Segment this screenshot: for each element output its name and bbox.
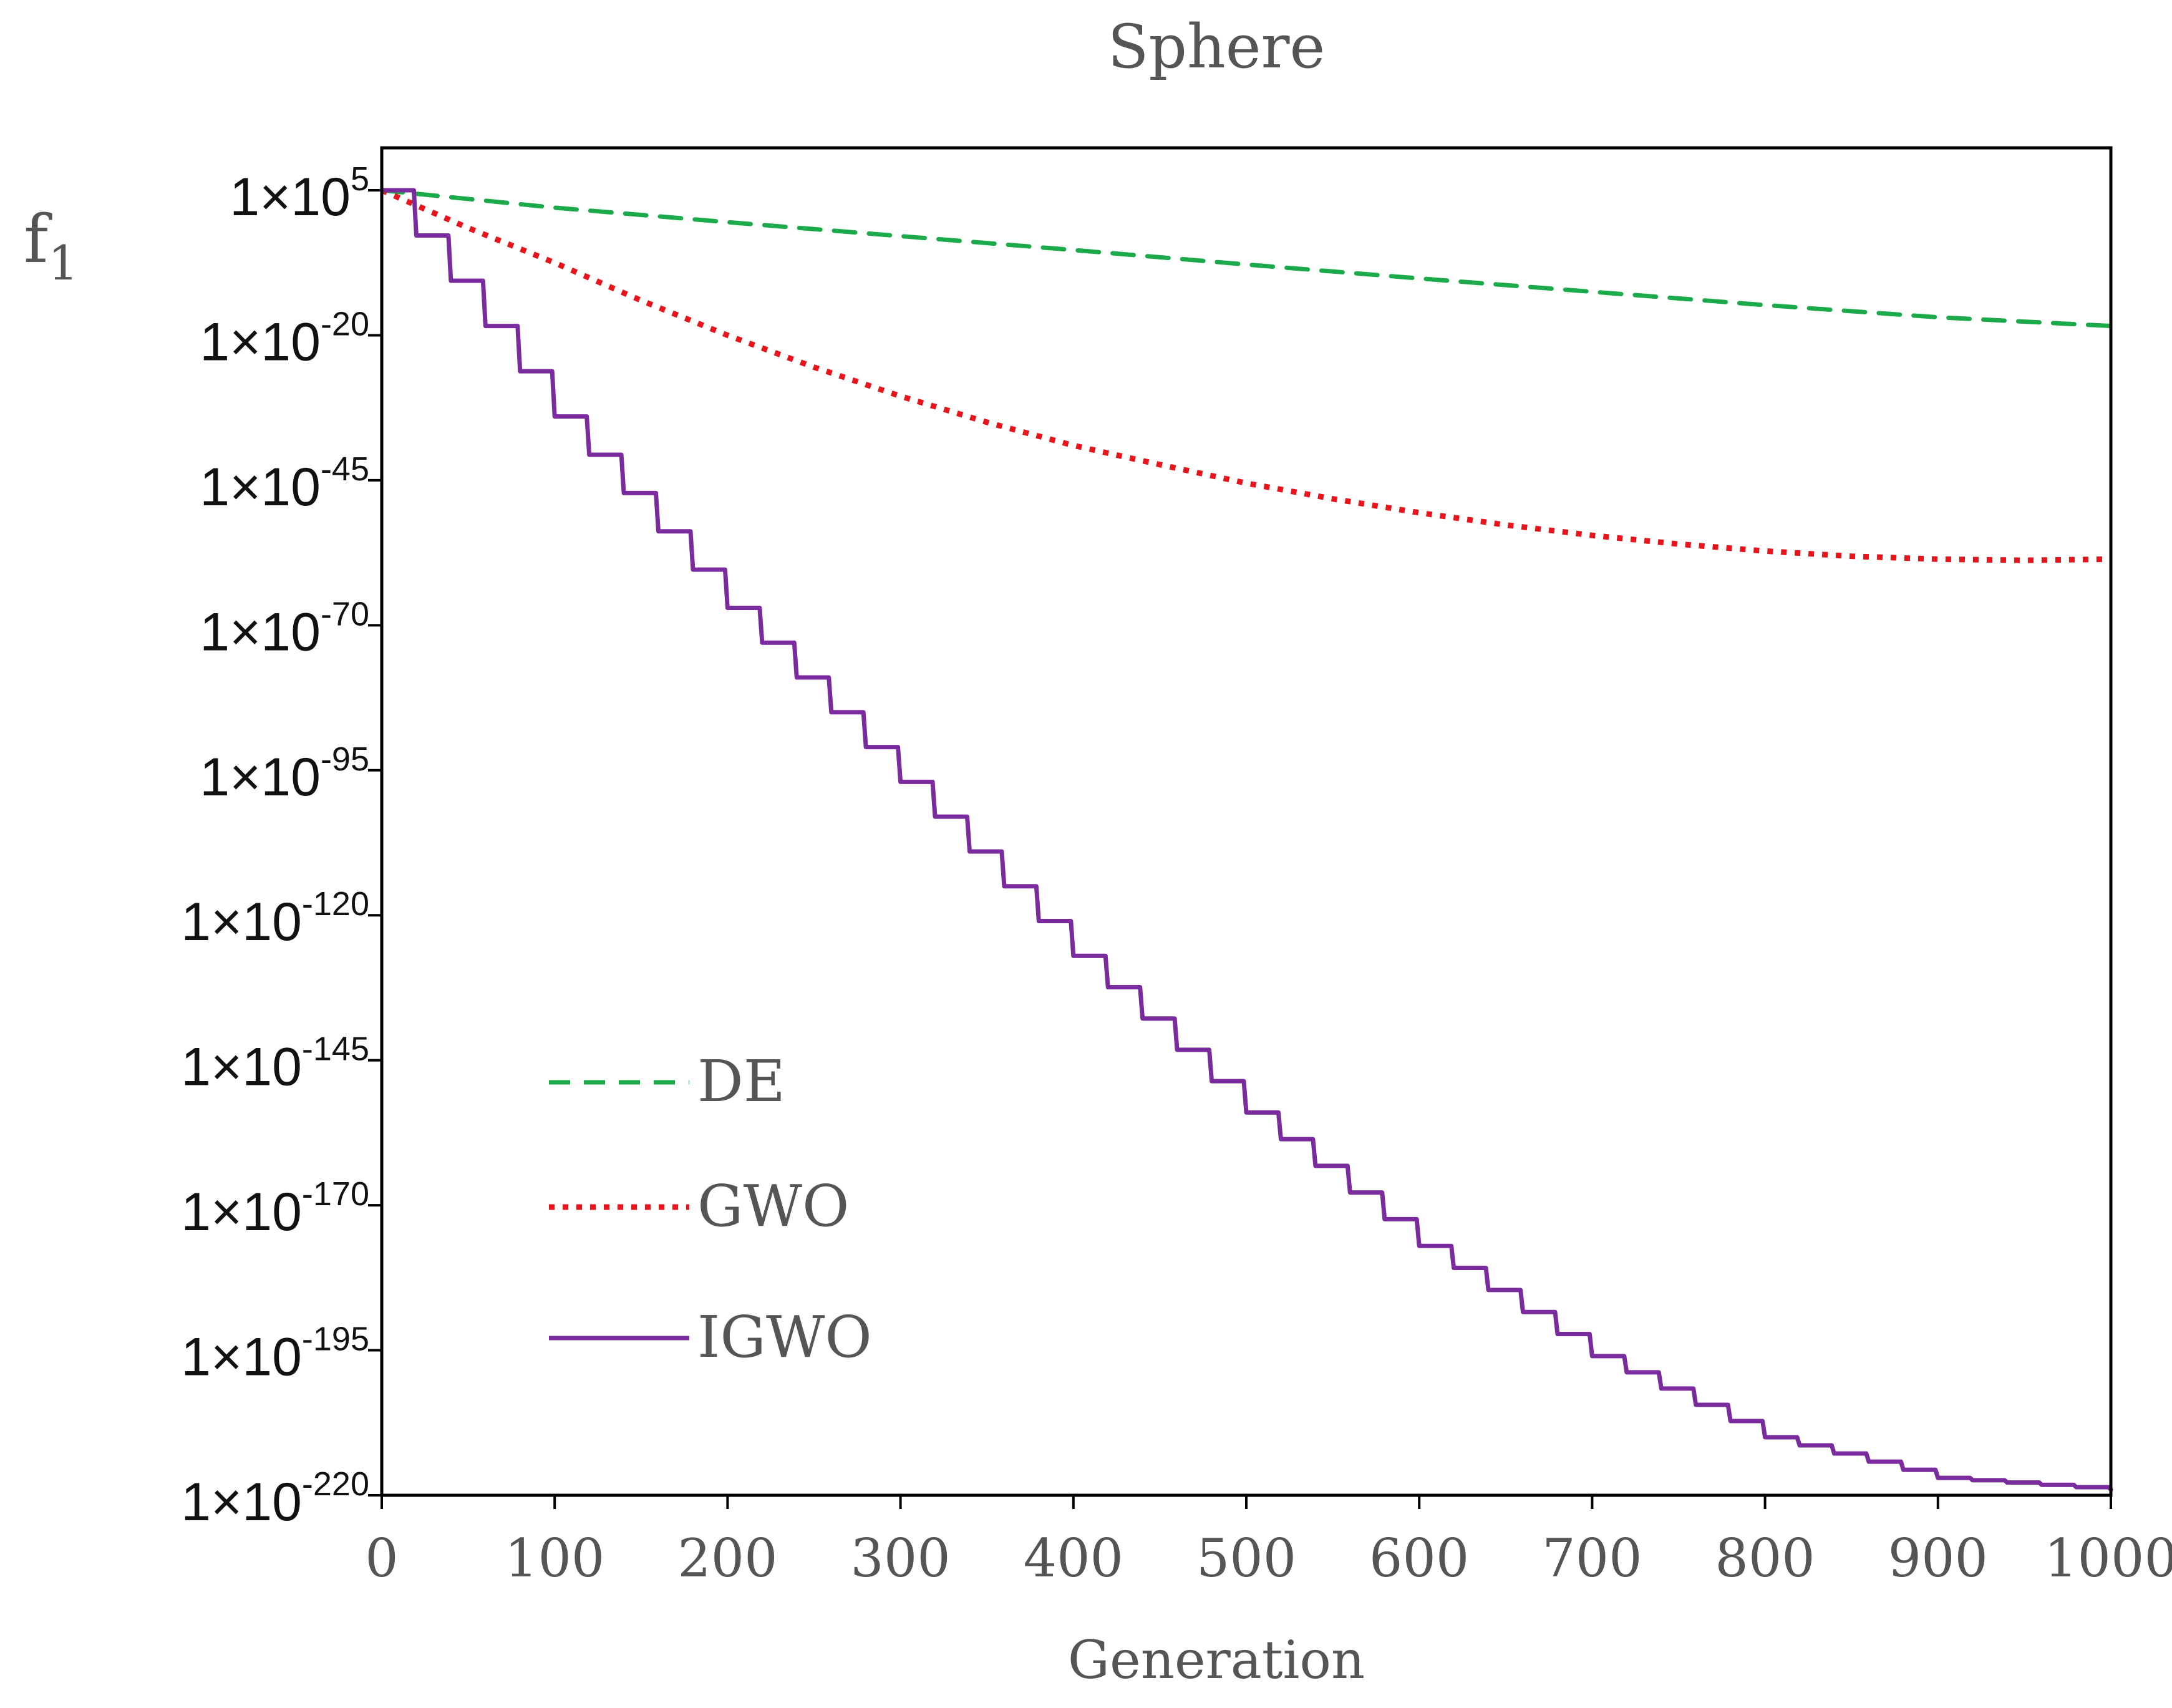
x-tick-label: 400 (1024, 1528, 1123, 1589)
x-tick-label: 900 (1888, 1528, 1988, 1589)
y-tick-mantissa: 1×10 (181, 1472, 302, 1532)
x-tick-label: 1000 (2044, 1528, 2172, 1589)
y-tick-power: -145 (302, 1031, 369, 1068)
series-line-igwo (379, 188, 2113, 1492)
y-tick-label: 1×10-220 (181, 1465, 369, 1532)
y-tick-power: -220 (302, 1465, 369, 1503)
legend-label-igwo: IGWO (697, 1304, 872, 1371)
y-axis-label-subscript: 1 (48, 235, 78, 291)
y-axis-ticks: 1×1051×10-201×10-451×10-701×10-951×10-12… (181, 160, 382, 1532)
y-tick-label: 1×10-20 (200, 305, 369, 372)
y-tick-power: 5 (351, 160, 369, 198)
y-tick-label: 1×10-70 (200, 595, 369, 662)
y-tick-label: 1×10-145 (181, 1031, 369, 1097)
x-tick-label: 100 (505, 1528, 604, 1589)
plot-frame (380, 146, 2113, 1497)
chart-title: Sphere (1108, 12, 1326, 82)
y-tick-power: -70 (321, 595, 369, 633)
y-tick-label: 1×10-45 (200, 450, 369, 517)
x-tick-label: 700 (1542, 1528, 1642, 1589)
x-tick-label: 300 (850, 1528, 950, 1589)
x-axis-ticks: 0 100 200 300 400 500 600 700 800 900 1000 (365, 1495, 2172, 1589)
y-tick-mantissa: 1×10 (181, 1037, 302, 1097)
y-tick-mantissa: 1×10 (230, 167, 351, 227)
y-tick-mantissa: 1×10 (200, 602, 321, 662)
y-tick-power: -195 (302, 1321, 369, 1358)
y-tick-label: 1×10-170 (181, 1175, 369, 1242)
series-line-gwo (381, 187, 2111, 563)
y-tick-power: -95 (321, 740, 369, 778)
y-tick-mantissa: 1×10 (181, 892, 302, 952)
x-tick-label: 800 (1715, 1528, 1815, 1589)
y-axis-label: f1 (24, 201, 79, 291)
y-tick-power: -20 (321, 305, 369, 342)
y-tick-mantissa: 1×10 (181, 1182, 302, 1242)
y-tick-mantissa: 1×10 (181, 1327, 302, 1387)
y-tick-label: 1×10-195 (181, 1321, 369, 1387)
y-tick-label: 1×105 (230, 160, 369, 227)
series-layer (379, 187, 2113, 1492)
y-tick-mantissa: 1×10 (200, 312, 321, 372)
x-axis-label: Generation (1068, 1629, 1365, 1691)
legend: DE GWO IGWO (549, 1048, 872, 1371)
x-tick-label: 500 (1196, 1528, 1296, 1589)
legend-label-gwo: GWO (697, 1173, 849, 1240)
y-tick-power: -170 (302, 1175, 369, 1213)
y-tick-mantissa: 1×10 (200, 747, 321, 807)
y-tick-power: -120 (302, 885, 369, 923)
x-tick-label: 600 (1369, 1528, 1469, 1589)
legend-label-de: DE (697, 1048, 785, 1115)
x-tick-label: 200 (677, 1528, 777, 1589)
y-tick-power: -45 (321, 450, 369, 488)
series-line-de (379, 188, 2113, 329)
x-tick-label: 0 (365, 1528, 398, 1589)
y-tick-label: 1×10-95 (200, 740, 369, 807)
y-axis-label-base: f (24, 201, 52, 278)
y-tick-mantissa: 1×10 (200, 457, 321, 517)
y-tick-label: 1×10-120 (181, 885, 369, 952)
